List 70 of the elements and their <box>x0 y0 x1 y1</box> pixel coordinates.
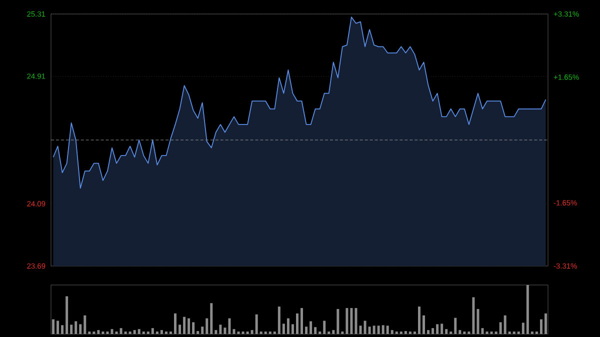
bar <box>476 309 480 334</box>
bar <box>354 308 358 334</box>
bar <box>250 330 254 334</box>
bar <box>504 315 506 334</box>
bar <box>282 324 285 334</box>
bar <box>138 329 140 334</box>
bar <box>382 325 384 334</box>
bar <box>52 319 55 334</box>
bar <box>84 315 86 334</box>
bar <box>219 324 222 334</box>
bar <box>314 327 317 334</box>
bar <box>286 318 290 334</box>
bar <box>390 330 394 334</box>
bar <box>418 306 420 334</box>
bar <box>526 285 529 334</box>
bar <box>97 330 100 334</box>
bar <box>454 318 457 334</box>
bar <box>445 329 448 334</box>
bar <box>436 324 439 334</box>
bar <box>458 330 462 334</box>
bar <box>224 328 226 334</box>
bar <box>79 324 82 334</box>
bar <box>427 330 430 334</box>
bar <box>372 326 376 334</box>
bar <box>368 326 371 334</box>
bar <box>151 328 154 334</box>
bar <box>278 306 280 334</box>
bar <box>188 318 190 334</box>
bar <box>300 308 304 334</box>
bar <box>540 319 542 334</box>
bar <box>120 328 122 334</box>
bar <box>332 330 335 334</box>
bar <box>206 318 208 334</box>
bar <box>499 322 502 334</box>
bar <box>196 331 200 334</box>
bar <box>350 308 353 334</box>
bar <box>305 326 308 334</box>
bar <box>133 330 136 334</box>
bar <box>255 314 258 334</box>
bar <box>178 324 182 334</box>
bar <box>174 313 176 334</box>
bar <box>364 320 366 334</box>
bar <box>310 321 312 334</box>
bar <box>544 313 547 334</box>
bar <box>377 326 380 334</box>
bar <box>74 321 78 334</box>
bar <box>522 322 524 334</box>
bar <box>66 296 68 334</box>
bar <box>232 329 236 334</box>
bar <box>61 325 64 334</box>
bar <box>386 326 389 334</box>
bar <box>291 324 294 334</box>
bar <box>432 328 434 334</box>
bar <box>323 320 326 334</box>
bar <box>336 309 340 334</box>
bar <box>70 324 73 334</box>
bar <box>214 330 218 334</box>
bar <box>346 308 348 334</box>
bar <box>404 331 407 334</box>
bar <box>183 316 186 334</box>
bar <box>192 322 195 334</box>
bar <box>472 297 475 334</box>
bar <box>210 303 213 334</box>
bar <box>440 324 444 334</box>
bar <box>160 330 163 334</box>
bar <box>422 315 426 334</box>
bar <box>56 320 60 334</box>
bar <box>296 313 298 334</box>
bar <box>228 318 231 334</box>
bar <box>201 326 204 334</box>
